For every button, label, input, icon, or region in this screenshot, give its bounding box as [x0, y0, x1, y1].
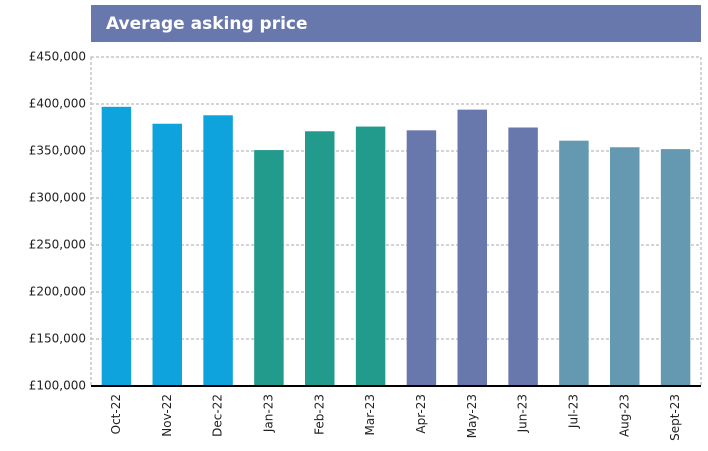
- bar: [355, 126, 386, 386]
- title-band: [91, 5, 701, 42]
- bar: [305, 131, 335, 386]
- y-tick-label: £200,000: [29, 285, 86, 299]
- x-tick-label: Feb-23: [312, 394, 326, 435]
- y-tick-label: £150,000: [29, 332, 86, 346]
- x-tick-label: Apr-23: [414, 394, 428, 434]
- y-tick-label: £300,000: [29, 191, 86, 205]
- x-tick-label: Mar-23: [363, 394, 377, 435]
- bar: [254, 150, 284, 386]
- y-tick-label: £100,000: [29, 379, 86, 393]
- bar: [559, 140, 589, 386]
- y-tick-label: £250,000: [29, 238, 86, 252]
- y-tick-label: £350,000: [29, 144, 86, 158]
- bar: [406, 130, 437, 386]
- x-tick-label: Nov-22: [160, 394, 174, 437]
- x-tick-label: Oct-22: [109, 394, 123, 434]
- plot-border: [90, 56, 702, 387]
- bar: [101, 106, 132, 386]
- x-tick-label: Jul-23: [566, 394, 580, 429]
- x-tick-label: Aug-23: [617, 394, 631, 437]
- bar: [457, 109, 487, 386]
- x-tick-label: May-23: [465, 394, 479, 438]
- bar: [660, 149, 691, 386]
- bar: [203, 115, 233, 386]
- y-tick-label: £450,000: [29, 50, 86, 64]
- x-tick-label: Jan-23: [261, 394, 275, 433]
- bar: [610, 147, 640, 386]
- bar: [152, 123, 182, 387]
- x-tick-label: Jun-23: [516, 394, 530, 433]
- bar: [508, 127, 538, 386]
- x-tick-label: Dec-22: [211, 394, 225, 437]
- chart-title: Average asking price: [106, 14, 308, 34]
- x-tick-label: Sept-23: [668, 394, 682, 441]
- y-tick-label: £400,000: [29, 97, 86, 111]
